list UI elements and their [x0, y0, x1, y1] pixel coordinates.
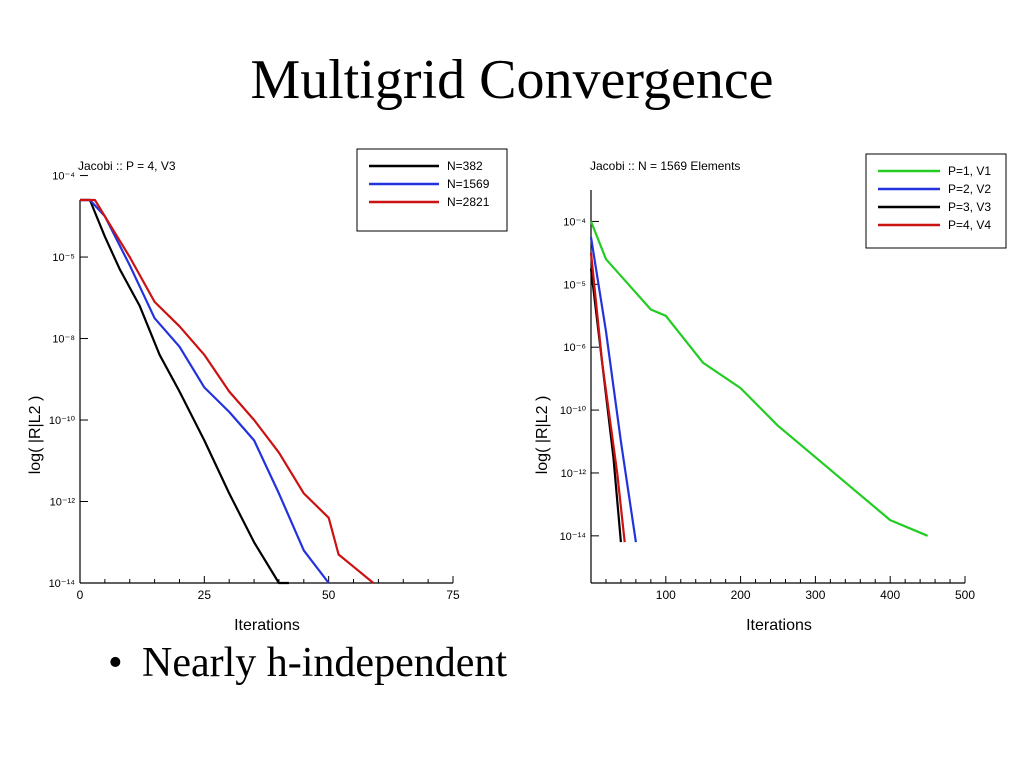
- chart-title: Jacobi :: P = 4, V3: [78, 159, 176, 173]
- y-tick-label: 10⁻⁵: [563, 279, 586, 291]
- chart-jacobi-n1569: Jacobi :: N = 1569 Elements Iterations l…: [534, 153, 1007, 634]
- x-tick-label: 25: [198, 588, 212, 602]
- series-line-p-1-v1: [589, 220, 929, 537]
- x-axis-label: Iterations: [234, 617, 300, 634]
- y-axis-label: log( |R|L2 ): [27, 396, 44, 475]
- legend-box: [865, 153, 1007, 249]
- chart-title: Jacobi :: N = 1569 Elements: [590, 159, 740, 173]
- legend-label: N=1569: [447, 177, 490, 191]
- legend-label: P=2, V2: [948, 182, 991, 196]
- y-tick-label: 10⁻¹⁰: [560, 405, 587, 417]
- y-axis-label: log( |R|L2 ): [534, 396, 551, 475]
- legend-label: P=3, V3: [948, 200, 991, 214]
- y-tick-label: 10⁻¹⁴: [49, 578, 76, 590]
- y-tick-label: 10⁻¹⁴: [560, 531, 587, 543]
- chart-legend: N=382 N=1569 N=2821: [356, 148, 508, 232]
- legend-box: [356, 148, 508, 232]
- y-tick-label: 10⁻¹²: [50, 497, 76, 509]
- x-tick-label: 75: [446, 588, 460, 602]
- x-tick-label: 200: [731, 588, 751, 602]
- slide-title: Multigrid Convergence: [250, 49, 774, 111]
- series-line-p-2-v2: [589, 237, 637, 543]
- legend-label: P=4, V4: [948, 218, 991, 232]
- y-tick-label: 10⁻⁵: [52, 252, 75, 264]
- y-tick-label: 10⁻¹²: [561, 468, 587, 480]
- x-tick-label: 300: [805, 588, 825, 602]
- y-tick-label: 10⁻¹⁰: [49, 415, 76, 427]
- x-axis-label: Iterations: [746, 617, 812, 634]
- y-tick-label: 10⁻⁸: [52, 334, 75, 346]
- x-tick-label: 0: [77, 588, 84, 602]
- series-line-n-2821: [80, 198, 375, 584]
- chart-jacobi-p4-v3: Jacobi :: P = 4, V3 Iterations log( |R|L…: [27, 148, 508, 634]
- y-tick-label: 10⁻⁴: [52, 171, 75, 183]
- bullet-text: Nearly h-independent: [142, 640, 508, 686]
- series-line-n-1569: [80, 198, 330, 584]
- bullet-item: • Nearly h-independent: [108, 642, 507, 684]
- series-line-p-4-v4: [589, 252, 626, 543]
- chart-legend: P=1, V1 P=2, V2 P=3, V3 P=4, V4: [865, 153, 1007, 249]
- legend-label: N=382: [447, 159, 483, 173]
- bullet-dot: •: [108, 640, 123, 686]
- legend-label: N=2821: [447, 195, 490, 209]
- series-line-n-382: [80, 198, 289, 585]
- x-tick-label: 100: [656, 588, 676, 602]
- y-tick-label: 10⁻⁴: [563, 216, 586, 228]
- x-tick-label: 50: [322, 588, 336, 602]
- x-tick-label: 400: [880, 588, 900, 602]
- legend-label: P=1, V1: [948, 164, 991, 178]
- y-tick-label: 10⁻⁶: [563, 342, 586, 354]
- x-tick-label: 500: [955, 588, 975, 602]
